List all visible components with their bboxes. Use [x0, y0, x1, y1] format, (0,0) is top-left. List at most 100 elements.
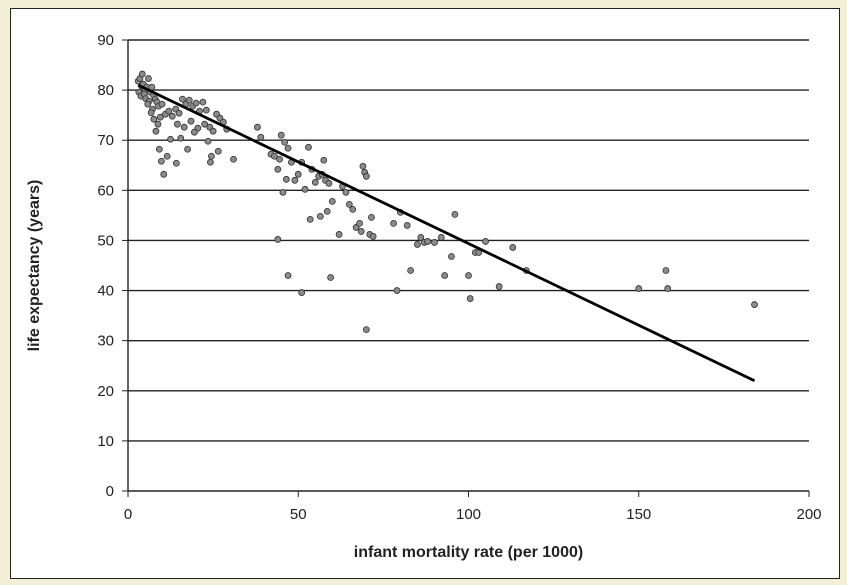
- data-point: [180, 123, 188, 131]
- data-point: [431, 239, 438, 246]
- data-point: [448, 253, 455, 260]
- data-point: [157, 157, 165, 165]
- data-point: [282, 175, 290, 183]
- x-tick-label: 50: [290, 506, 307, 523]
- data-point: [214, 147, 222, 155]
- data-point: [190, 128, 198, 136]
- x-tick-label: 200: [796, 506, 821, 523]
- data-point: [208, 152, 215, 160]
- data-point: [424, 238, 432, 245]
- x-tick-label: 0: [124, 506, 132, 523]
- data-point: [362, 326, 370, 334]
- data-point: [184, 145, 191, 153]
- data-point: [466, 295, 474, 302]
- data-point: [751, 301, 758, 308]
- data-point: [635, 285, 643, 292]
- y-tick-label: 10: [97, 433, 114, 450]
- data-point: [298, 289, 306, 296]
- data-point: [187, 117, 195, 125]
- data-point: [306, 215, 314, 223]
- data-point: [199, 98, 207, 106]
- data-point: [144, 100, 152, 108]
- data-point: [175, 109, 183, 117]
- data-point: [257, 133, 265, 141]
- data-point: [441, 272, 449, 279]
- data-point: [664, 285, 672, 292]
- data-point: [202, 106, 210, 114]
- data-point: [495, 283, 503, 290]
- trendline-group: [137, 83, 756, 383]
- data-point: [277, 131, 285, 139]
- data-point: [414, 241, 421, 248]
- data-point: [160, 170, 168, 178]
- data-point: [345, 200, 353, 208]
- data-point: [305, 143, 312, 151]
- data-point: [158, 100, 166, 108]
- y-tick-label: 40: [97, 283, 114, 300]
- y-tick-label: 90: [97, 32, 114, 49]
- data-point: [311, 178, 319, 186]
- grid-lines: [122, 39, 810, 497]
- x-tick-labels: 0 50 100 150 200: [124, 506, 822, 523]
- data-point: [271, 152, 278, 160]
- axes: [127, 40, 809, 492]
- data-point: [369, 233, 377, 240]
- data-point: [407, 267, 415, 274]
- data-point: [349, 205, 357, 213]
- data-point: [163, 152, 171, 160]
- data-point: [403, 222, 411, 229]
- data-point: [185, 96, 193, 104]
- data-point: [465, 272, 472, 279]
- y-tick-label: 70: [97, 132, 114, 149]
- data-point: [253, 123, 261, 131]
- data-point: [274, 165, 282, 173]
- data-point: [325, 179, 333, 187]
- data-point: [274, 236, 282, 243]
- chart-area: 0 10 20 30 40 50 60 70 80 90 0 50 100 150 200 infant …: [10, 8, 840, 579]
- data-point: [327, 274, 334, 281]
- data-point: [390, 220, 397, 227]
- data-point: [357, 228, 365, 235]
- data-point: [207, 158, 214, 166]
- y-tick-label: 0: [106, 483, 114, 500]
- data-point: [230, 155, 237, 163]
- data-point: [284, 272, 292, 279]
- y-tick-label: 80: [97, 82, 114, 99]
- data-points: [134, 70, 758, 334]
- data-point: [147, 109, 155, 117]
- data-point: [167, 135, 174, 143]
- data-point: [393, 287, 401, 294]
- y-tick-label: 20: [97, 383, 114, 400]
- data-point: [662, 267, 670, 274]
- data-point: [201, 120, 209, 128]
- data-point: [281, 138, 289, 146]
- data-point: [509, 244, 517, 251]
- data-point: [284, 144, 292, 152]
- data-point: [356, 220, 363, 227]
- data-point: [165, 107, 173, 115]
- y-tick-label: 30: [97, 333, 114, 350]
- data-point: [294, 170, 302, 178]
- data-point: [156, 113, 164, 121]
- data-point: [204, 137, 212, 145]
- data-point: [152, 127, 160, 135]
- y-axis-title: life expectancy (years): [26, 180, 43, 352]
- data-point: [179, 95, 186, 103]
- data-point: [154, 120, 162, 128]
- data-point: [316, 212, 324, 220]
- data-point: [451, 210, 459, 218]
- data-point: [335, 231, 343, 238]
- data-point: [177, 134, 185, 142]
- data-point: [301, 185, 309, 193]
- data-point: [328, 197, 336, 205]
- y-tick-labels: 0 10 20 30 40 50 60 70 80 90: [97, 32, 114, 500]
- data-point: [172, 159, 180, 167]
- y-tick-label: 50: [97, 232, 114, 249]
- data-point: [192, 99, 200, 107]
- data-point: [482, 238, 489, 245]
- x-tick-label: 150: [626, 506, 651, 523]
- data-point: [150, 115, 158, 123]
- data-point: [155, 145, 163, 153]
- data-point: [276, 155, 283, 163]
